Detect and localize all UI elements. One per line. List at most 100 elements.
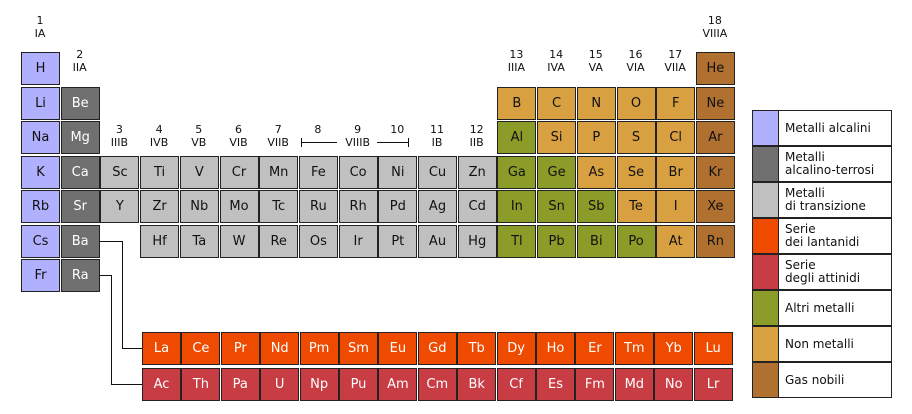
group-number: 9 xyxy=(354,123,362,136)
element-cell-np: Np xyxy=(299,368,339,401)
element-cell-ce: Ce xyxy=(181,332,221,365)
legend-label: Gas nobili xyxy=(785,372,845,387)
element-cell-cd: Cd xyxy=(457,190,497,223)
element-cell-zn: Zn xyxy=(457,155,497,189)
group-roman: VIIIB xyxy=(345,136,370,149)
element-cell-no: No xyxy=(654,368,694,401)
element-cell-n: N xyxy=(576,86,616,120)
element-cell-mn: Mn xyxy=(259,155,299,189)
element-cell-au: Au xyxy=(418,224,457,258)
group-roman: VIIIA xyxy=(702,27,728,40)
element-cell-f: F xyxy=(656,86,696,120)
actinide-connector-h2 xyxy=(110,384,142,385)
group-number: 14 xyxy=(549,48,564,61)
legend-label: Serie degli attinidi xyxy=(785,258,861,285)
legend-item-noble-gas: Gas nobili xyxy=(752,362,892,398)
legend-label: Metalli alcalino-terrosi xyxy=(785,150,875,177)
element-cell-pu: Pu xyxy=(339,368,378,401)
group-roman: VB xyxy=(191,136,207,149)
element-cell-te: Te xyxy=(616,190,656,223)
element-cell-ru: Ru xyxy=(298,190,338,223)
group-number: 17 xyxy=(668,48,683,61)
element-cell-ta: Ta xyxy=(179,224,219,258)
legend-item-actinide: Serie degli attinidi xyxy=(752,254,892,290)
legend-swatch xyxy=(753,291,779,325)
element-cell-h: H xyxy=(21,52,60,85)
group-roman: IVB xyxy=(149,136,169,149)
group-roman: VIIA xyxy=(664,61,686,74)
lanthanide-connector-h1 xyxy=(99,240,122,242)
element-cell-in: In xyxy=(497,190,537,223)
viiib-bracket-right xyxy=(376,142,409,143)
element-cell-w: W xyxy=(219,224,259,258)
group-number: 16 xyxy=(628,48,643,61)
group-label-12: 12 IIB xyxy=(457,123,497,149)
legend-swatch xyxy=(753,183,779,217)
legend-label: Non metalli xyxy=(785,336,854,351)
element-cell-sc: Sc xyxy=(100,155,140,189)
element-cell-xe: Xe xyxy=(695,190,735,223)
element-cell-li: Li xyxy=(21,86,60,120)
legend-item-lanthanide: Serie dei lantanidi xyxy=(752,218,892,254)
element-cell-er: Er xyxy=(575,332,615,365)
element-cell-pd: Pd xyxy=(378,190,418,223)
legend-label: Metalli di transizione xyxy=(785,186,866,213)
group-number: 8 xyxy=(314,123,322,136)
element-cell-cm: Cm xyxy=(417,368,457,401)
element-cell-ar: Ar xyxy=(695,121,735,154)
element-cell-bi: Bi xyxy=(576,224,616,258)
element-cell-p: P xyxy=(576,121,616,154)
element-cell-fr: Fr xyxy=(21,259,60,292)
element-cell-ni: Ni xyxy=(378,155,418,189)
group-number: 1 xyxy=(36,14,44,27)
group-roman: VIA xyxy=(626,61,645,74)
legend-item-nonmetal: Non metalli xyxy=(752,326,892,362)
lanthanide-connector-v xyxy=(121,240,123,348)
group-label-4: 4 IVB xyxy=(139,123,179,149)
element-cell-ge: Ge xyxy=(537,155,577,189)
legend-item-alkali: Metalli alcalini xyxy=(752,110,892,146)
group-roman: IIIA xyxy=(507,61,526,74)
group-number: 10 xyxy=(390,123,405,136)
element-cell-fm: Fm xyxy=(575,368,615,401)
element-cell-tl: Tl xyxy=(497,224,537,258)
viiib-bracket-left xyxy=(300,142,337,143)
lanthanide-connector-h2 xyxy=(121,348,142,349)
element-cell-b: B xyxy=(497,86,537,120)
group-label-8: 8 xyxy=(298,123,338,149)
actinide-connector-v xyxy=(110,275,112,384)
element-cell-th: Th xyxy=(181,368,221,401)
element-cell-cr: Cr xyxy=(219,155,259,189)
element-cell-co: Co xyxy=(338,155,378,189)
element-cell-pb: Pb xyxy=(537,224,577,258)
group-number: 11 xyxy=(430,123,444,136)
element-cell-si: Si xyxy=(537,121,577,154)
legend-label: Altri metalli xyxy=(785,300,855,315)
element-cell-md: Md xyxy=(614,368,654,401)
element-cell-o: O xyxy=(616,86,656,120)
element-cell-zr: Zr xyxy=(140,190,180,223)
group-number: 4 xyxy=(155,123,163,136)
element-cell-cu: Cu xyxy=(418,155,457,189)
element-cell-ti: Ti xyxy=(140,155,180,189)
element-cell-ag: Ag xyxy=(418,190,457,223)
group-number: 5 xyxy=(195,123,203,136)
element-cell-sm: Sm xyxy=(339,332,378,365)
group-label-16: 16 VIA xyxy=(616,48,656,74)
element-cell-ne: Ne xyxy=(695,86,735,120)
legend-item-other-metal: Altri metalli xyxy=(752,290,892,326)
group-label-13: 13 IIIA xyxy=(496,48,536,74)
element-cell-mg: Mg xyxy=(60,121,100,154)
group-roman: IB xyxy=(431,136,443,149)
element-cell-la: La xyxy=(142,332,181,365)
element-cell-ir: Ir xyxy=(338,224,378,258)
element-cell-ga: Ga xyxy=(497,155,537,189)
element-cell-cf: Cf xyxy=(496,368,536,401)
element-cell-tb: Tb xyxy=(457,332,497,365)
element-cell-s: S xyxy=(616,121,656,154)
group-number: 13 xyxy=(509,48,524,61)
element-cell-pr: Pr xyxy=(220,332,260,365)
element-cell-al: Al xyxy=(497,121,537,154)
element-cell-es: Es xyxy=(536,368,575,401)
